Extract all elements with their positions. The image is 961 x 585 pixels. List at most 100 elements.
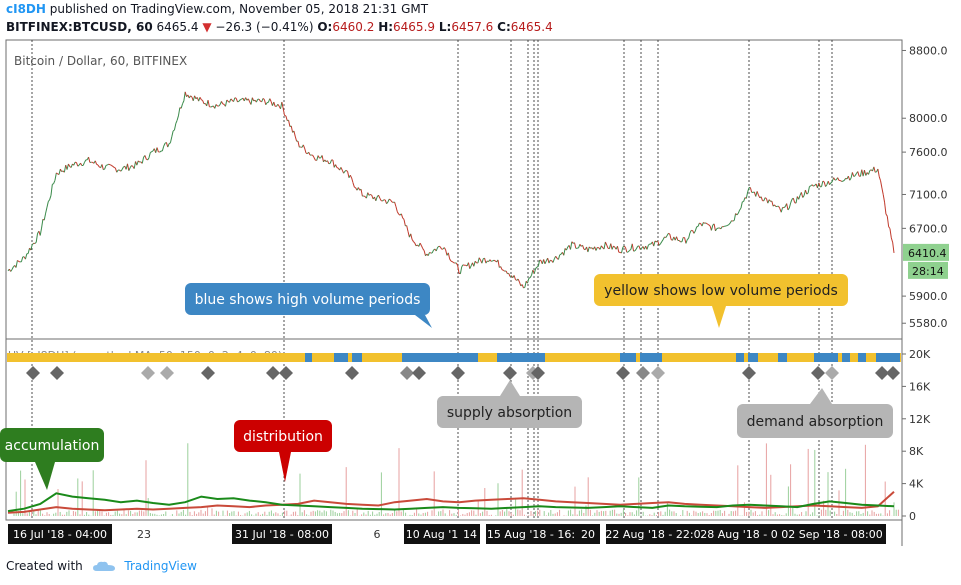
price-candle [121,166,124,170]
price-candle [786,203,789,210]
price-candle [833,177,836,181]
time-axis-label: 28 Aug '18 - 0 [700,528,777,541]
price-candle [837,177,840,181]
price-candle [831,177,835,182]
price-candle [34,241,37,244]
author-name[interactable]: cI8DH [6,2,46,16]
price-candle [727,224,730,226]
price-candle [317,155,320,159]
high-volume-segment [876,353,900,362]
low-value: 6457.6 [451,20,494,34]
price-candle [294,136,298,142]
price-candle [116,169,119,173]
callout-demand-absorption: demand absorption [737,388,893,438]
time-axis-label: 14 [463,528,477,541]
price-candle [783,206,786,208]
price-candle [635,246,639,250]
price-candle [159,150,162,153]
price-candle [410,233,413,240]
price-candle [705,222,708,225]
price-candle [588,246,591,249]
price-candle [61,170,64,173]
price-candle [764,197,767,199]
price-pane-title: Bitcoin / Dollar, 60, BITFINEX [14,54,187,68]
tradingview-link[interactable]: TradingView [124,559,197,573]
price-candle [265,102,268,105]
price-candle [215,104,218,107]
price-candle [623,245,626,248]
price-candle [747,187,750,193]
time-tag-bg [404,524,460,544]
price-candle [237,100,240,103]
price-candle [400,213,404,219]
price-candle [58,168,61,175]
price-candle [527,278,530,284]
callout-low-volume-box [594,274,848,306]
price-candle [402,217,405,220]
price-candle [88,156,91,163]
volume-tick-label: 20K [909,348,931,361]
price-candle [427,252,430,256]
price-candle [625,247,628,253]
price-candle [497,259,500,268]
volume-tick-label: 12K [909,413,931,426]
absorption-diamond-icon [616,366,630,380]
created-with-label: Created with [6,559,83,573]
price-candle [535,266,538,269]
price-candle [701,222,704,227]
price-candle [771,201,774,207]
time-tag-bg [8,524,112,544]
price-candle [878,176,882,181]
absorption-diamond-icon [651,366,665,380]
price-candle [485,260,488,264]
absorption-diamond-icon [886,366,900,380]
callout-high-volume-label: blue shows high volume periods [195,292,421,308]
price-candle [255,99,259,103]
price-candle [821,180,824,187]
price-candle [171,130,174,137]
price-candle [336,167,339,169]
price-candle [851,172,855,177]
price-candle [423,250,426,256]
price-candle [847,175,851,181]
high-volume-segment [640,353,662,362]
price-candle [739,207,742,211]
price-candle [340,167,343,171]
price-candle [128,167,131,171]
price-candle [550,259,552,262]
price-candle [112,165,115,168]
price-candle [740,201,743,209]
price-tick-label: 5580.0 [909,317,948,330]
price-candle [80,162,83,166]
price-candle [375,196,378,201]
price-candle [167,143,170,148]
price-candle [17,260,20,262]
price-candle [395,206,398,212]
price-candle [889,228,892,238]
price-candle [694,226,698,232]
price-candle [403,219,406,227]
price-candle [613,245,616,248]
tradingview-cloud-icon [92,561,115,571]
price-candle [137,160,140,163]
price-candle [467,262,471,269]
price-candle [11,266,14,270]
high-volume-segment [305,353,312,362]
price-candle [755,191,758,197]
price-candle [749,187,753,193]
price-candle [429,252,432,254]
price-candle [163,143,166,147]
price-candle [52,183,54,185]
price-candle [484,258,487,264]
price-candle [842,179,845,182]
price-candle [173,123,177,131]
price-candle [657,240,660,246]
price-candle [97,164,100,168]
chart-area[interactable]: 8800.0 8000.0 7600.0 7100.0 6700.0 5900.0 5580… [0,0,961,555]
price-candle [439,246,443,250]
price-candle [811,184,814,187]
price-candle [411,239,414,242]
price-candle [120,169,123,172]
price-candle [177,107,181,116]
price-candle [150,151,152,154]
